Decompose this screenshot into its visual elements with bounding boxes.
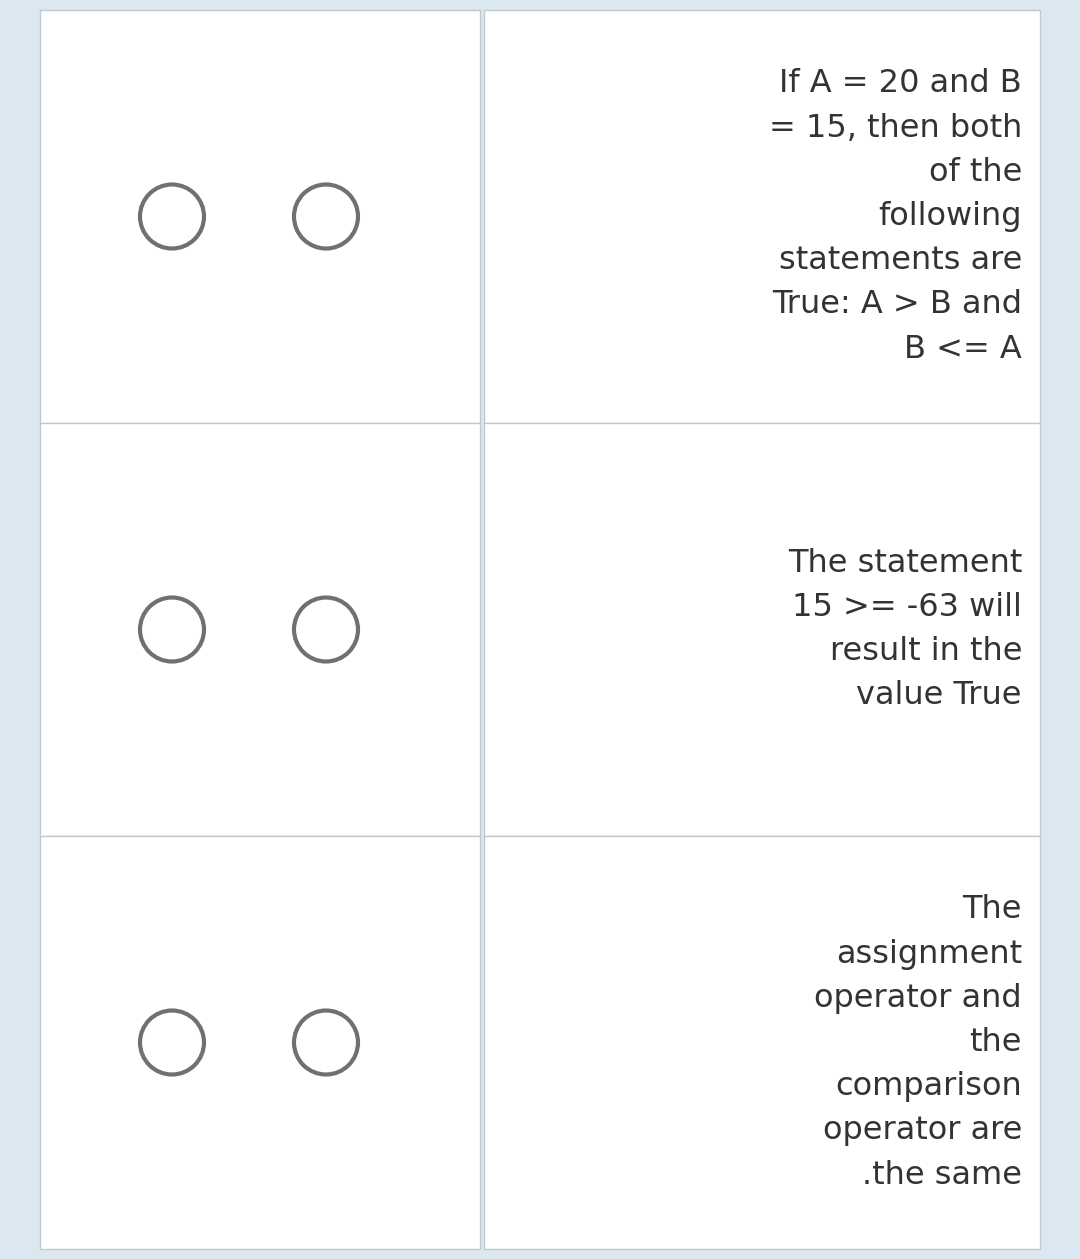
Bar [484, 423, 1040, 836]
Text: If A = 20 and B
= 15, then both
of the
following
statements are
True: A > B and
: If A = 20 and B = 15, then both of the f… [769, 68, 1022, 365]
Text: The
assignment
operator and
the
comparison
operator are
.the same: The assignment operator and the comparis… [814, 894, 1022, 1191]
Bar [40, 10, 480, 423]
Bar [484, 836, 1040, 1249]
Bar [40, 423, 480, 836]
Bar [40, 836, 480, 1249]
Text: The statement
15 >= -63 will
result in the
value True: The statement 15 >= -63 will result in t… [787, 548, 1022, 711]
Bar [484, 10, 1040, 423]
